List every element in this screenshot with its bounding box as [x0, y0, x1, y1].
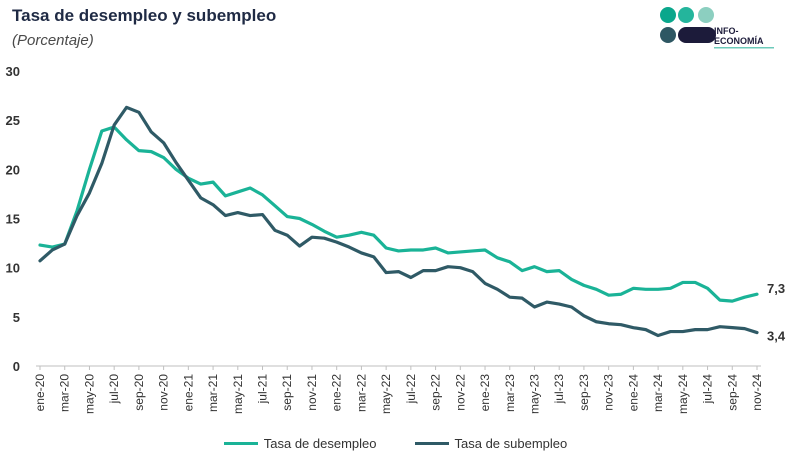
- x-tick-label: sep-22: [429, 374, 443, 411]
- y-tick-label: 5: [13, 310, 20, 325]
- chart-legend: Tasa de desempleo Tasa de subempleo: [0, 436, 791, 451]
- x-tick-label: sep-21: [280, 374, 294, 411]
- x-tick-label: mar-21: [206, 374, 220, 412]
- x-tick-label: jul-20: [107, 374, 121, 405]
- logo-tagline-bar: [714, 47, 774, 49]
- y-tick-label: 20: [6, 162, 20, 177]
- x-tick-label: sep-24: [725, 374, 739, 411]
- y-tick-label: 15: [6, 212, 20, 227]
- legend-label-desempleo: Tasa de desempleo: [263, 436, 377, 451]
- logo-dot-2: [678, 7, 694, 23]
- legend-swatch-desempleo: [223, 442, 258, 445]
- x-tick-label: mar-20: [58, 374, 72, 412]
- end-label-desempleo: 7,3: [767, 281, 785, 296]
- x-tick-label: mar-24: [651, 374, 665, 412]
- x-tick-label: jul-23: [552, 374, 566, 405]
- x-tick-label: ene-20: [33, 374, 47, 412]
- legend-swatch-subempleo: [414, 442, 449, 445]
- x-tick-label: nov-23: [602, 374, 616, 411]
- legend-item-desempleo: Tasa de desempleo: [223, 436, 377, 451]
- logo-dot-3: [698, 7, 714, 23]
- x-tick-label: may-20: [82, 374, 96, 414]
- x-tick-label: may-21: [231, 374, 245, 414]
- x-tick-label: nov-20: [157, 374, 171, 411]
- x-tick-label: ene-21: [181, 374, 195, 412]
- x-tick-label: ene-22: [330, 374, 344, 412]
- y-tick-label: 30: [6, 64, 20, 79]
- desempleo-line: [38, 125, 759, 303]
- y-tick-label: 25: [6, 113, 20, 128]
- logo-dot-1: [660, 7, 676, 23]
- x-tick-label: jul-22: [404, 374, 418, 405]
- end-label-subempleo: 3,4: [767, 329, 786, 344]
- x-tick-label: mar-23: [503, 374, 517, 412]
- x-tick-label: jul-24: [701, 374, 715, 405]
- x-tick-label: may-22: [379, 374, 393, 414]
- logo-text-2: ECONOMÍA: [714, 36, 764, 46]
- x-tick-label: mar-22: [354, 374, 368, 412]
- x-tick-label: sep-23: [577, 374, 591, 411]
- legend-item-subempleo: Tasa de subempleo: [414, 436, 568, 451]
- chart-title: Tasa de desempleo y subempleo: [12, 6, 277, 25]
- x-tick-label: may-23: [527, 374, 541, 414]
- x-tick-label: nov-22: [453, 374, 467, 411]
- logo-text-1: INFO-: [714, 26, 739, 36]
- x-tick-label: sep-20: [132, 374, 146, 411]
- x-tick-label: jul-21: [256, 374, 270, 405]
- infoeconomia-logo: INFO- ECONOMÍA: [660, 7, 774, 49]
- x-tick-label: ene-24: [626, 374, 640, 412]
- y-tick-label: 0: [13, 359, 20, 374]
- subempleo-line: [38, 105, 759, 338]
- x-tick-label: nov-24: [750, 374, 764, 411]
- logo-dot-4: [660, 27, 676, 43]
- logo-block: [678, 27, 716, 43]
- x-tick-label: ene-23: [478, 374, 492, 412]
- chart-subtitle: (Porcentaje): [12, 32, 94, 49]
- legend-label-subempleo: Tasa de subempleo: [454, 436, 568, 451]
- y-tick-label: 10: [6, 261, 20, 276]
- x-tick-label: nov-21: [305, 374, 319, 411]
- x-tick-label: may-24: [676, 374, 690, 414]
